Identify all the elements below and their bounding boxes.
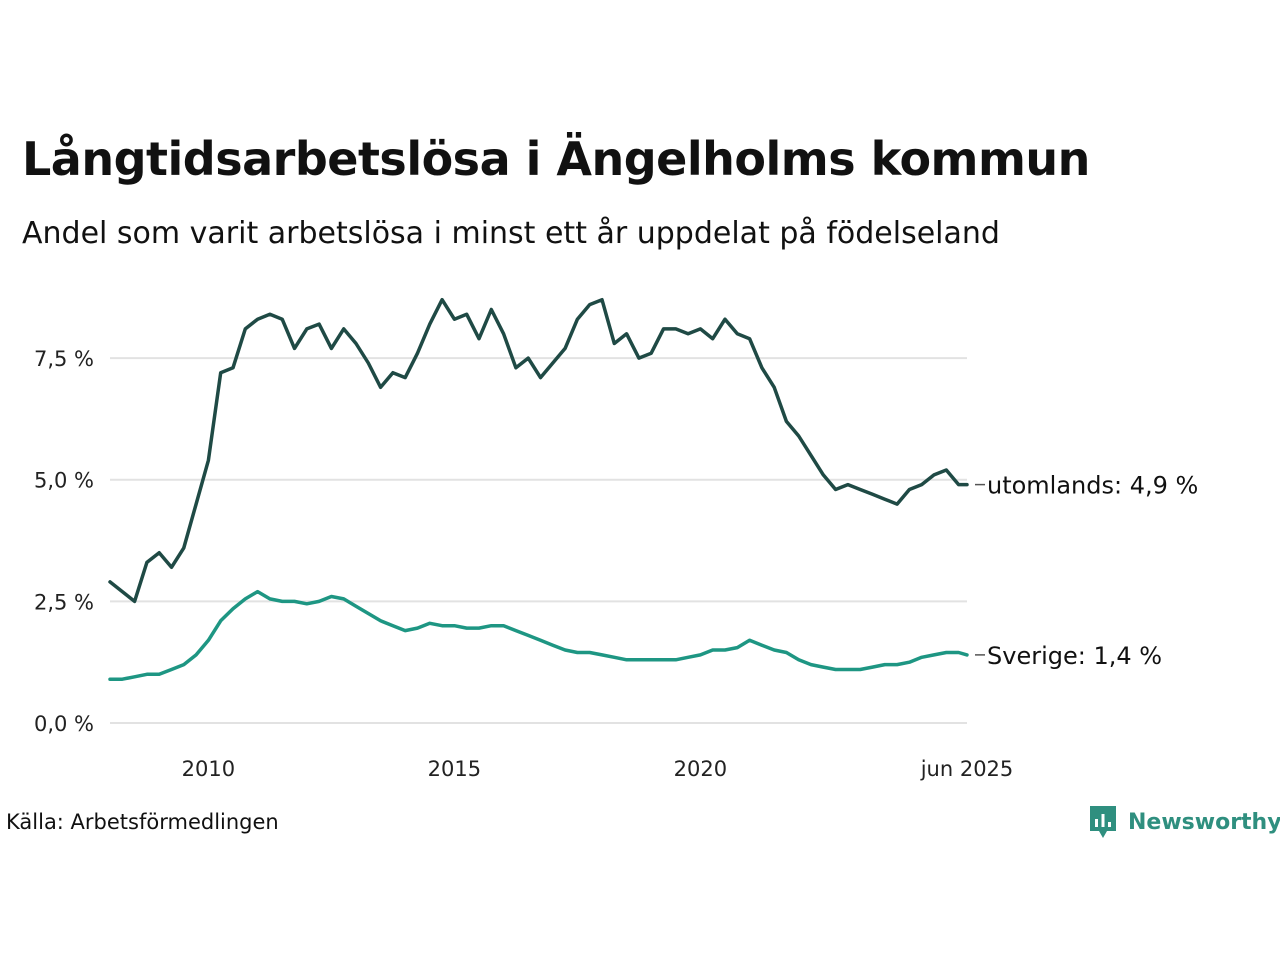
newsworthy-logo-text: Newsworthy bbox=[1128, 809, 1280, 835]
y-axis-tick-labels: 0,0 % 2,5 % 5,0 % 7,5 % bbox=[34, 347, 94, 736]
y-tick-label: 7,5 % bbox=[34, 347, 94, 371]
x-axis-tick-labels: 2010 2015 2020 jun 2025 bbox=[182, 757, 1014, 781]
series-line-utomlands bbox=[108, 297, 969, 604]
x-tick-label: 2010 bbox=[182, 757, 235, 781]
end-label-utomlands: utomlands: 4,9 % bbox=[987, 472, 1198, 500]
y-tick-label: 2,5 % bbox=[34, 590, 94, 614]
source-note: Källa: Arbetsförmedlingen bbox=[6, 810, 279, 834]
gridlines bbox=[110, 357, 967, 724]
y-tick-label: 5,0 % bbox=[34, 469, 94, 493]
x-tick-label: 2020 bbox=[674, 757, 727, 781]
y-tick-label: 0,0 % bbox=[34, 712, 94, 736]
newsworthy-logo-icon bbox=[1090, 806, 1116, 838]
chart-subtitle: Andel som varit arbetslösa i minst ett å… bbox=[22, 216, 1000, 251]
series-lines bbox=[108, 297, 969, 681]
chart-title: Långtidsarbetslösa i Ängelholms kommun bbox=[22, 132, 1090, 186]
newsworthy-logo: Newsworthy bbox=[1088, 804, 1280, 840]
end-label-Sverige: Sverige: 1,4 % bbox=[987, 642, 1162, 670]
series-end-labels: utomlands: 4,9 % Sverige: 1,4 % bbox=[975, 472, 1198, 670]
x-tick-label: 2015 bbox=[428, 757, 481, 781]
series-line-Sverige bbox=[108, 589, 969, 681]
x-tick-label: jun 2025 bbox=[920, 757, 1014, 781]
